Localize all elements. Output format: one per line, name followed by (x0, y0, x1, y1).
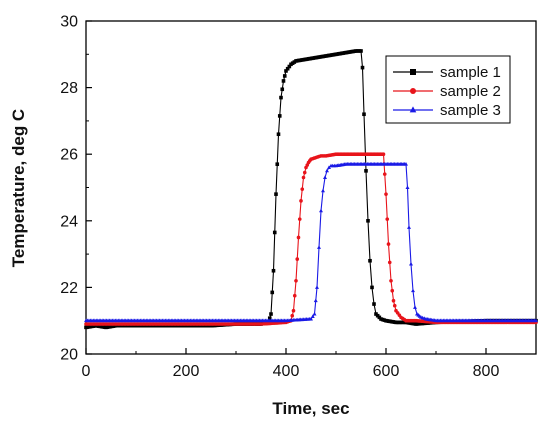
legend: sample 1 sample 2 sample 3 (385, 55, 511, 124)
y-tick-label: 30 (60, 14, 78, 31)
y-tick-label: 24 (60, 213, 78, 230)
y-tick-label: 22 (60, 280, 78, 297)
data-point (387, 260, 392, 265)
data-point (291, 308, 296, 313)
data-point (300, 187, 305, 191)
data-point (287, 64, 292, 69)
data-point (405, 185, 410, 189)
data-point (370, 285, 374, 290)
data-point (382, 172, 387, 176)
data-point (290, 313, 295, 318)
data-point (275, 162, 280, 166)
legend-label: sample 2 (440, 83, 501, 100)
data-point (271, 268, 276, 273)
series-3 (84, 162, 538, 323)
x-tick-label: 0 (82, 363, 91, 380)
legend-marker (410, 88, 416, 94)
data-point (312, 311, 317, 316)
data-point (269, 312, 273, 316)
data-point (359, 49, 363, 53)
x-tick-label: 800 (473, 363, 500, 380)
data-point (362, 112, 366, 117)
data-point (315, 285, 319, 289)
data-point (391, 298, 396, 303)
data-point (274, 192, 278, 196)
data-point (295, 257, 300, 261)
data-point (309, 316, 313, 321)
legend-marker (409, 106, 417, 113)
data-point (281, 79, 286, 83)
legend-box (385, 55, 511, 124)
data-point (270, 290, 275, 295)
series-layer (84, 49, 538, 330)
data-point (372, 302, 376, 306)
data-point (267, 316, 272, 321)
data-point (301, 175, 306, 180)
data-point (277, 114, 282, 118)
series-2 (84, 152, 538, 326)
data-point (413, 305, 417, 309)
data-point (385, 217, 390, 221)
data-point (317, 245, 321, 249)
data-point (302, 170, 307, 175)
data-point (321, 188, 325, 193)
x-tick-label: 200 (173, 363, 200, 380)
data-point (390, 288, 395, 293)
data-point (285, 66, 290, 71)
data-point (294, 278, 298, 283)
y-tick-label: 28 (60, 80, 78, 97)
data-point (319, 208, 323, 213)
data-point (296, 235, 301, 240)
data-point (366, 219, 370, 223)
data-point (411, 288, 415, 293)
legend-marker (410, 69, 416, 75)
legend-label: sample 1 (440, 64, 501, 81)
y-tick-label: 20 (60, 347, 78, 364)
series-2-line (86, 153, 536, 325)
data-point (409, 261, 413, 266)
y-tick-label: 26 (60, 147, 78, 164)
x-tick-label: 600 (373, 363, 400, 380)
data-point (282, 74, 287, 78)
data-point (272, 230, 277, 235)
data-point (279, 95, 283, 100)
data-point (407, 225, 411, 229)
data-point (325, 168, 329, 173)
data-point (327, 165, 331, 169)
data-point (299, 199, 303, 203)
legend-label: sample 3 (440, 102, 501, 119)
x-axis-title: Time, sec (272, 399, 349, 418)
data-point (276, 132, 281, 137)
data-point (360, 65, 365, 70)
data-point (323, 175, 327, 179)
data-point (392, 303, 397, 308)
data-point (292, 293, 297, 298)
data-point (313, 298, 318, 303)
data-point (534, 318, 538, 323)
series-3-line (86, 163, 536, 322)
data-point (381, 152, 386, 156)
data-point (368, 258, 372, 263)
axis-ticks: 0 200 400 600 800 20 22 24 26 28 30 (60, 14, 499, 381)
data-point (384, 192, 388, 196)
series-2-markers (84, 152, 538, 326)
data-point (280, 87, 285, 92)
data-point (297, 217, 302, 221)
data-point (310, 314, 315, 318)
y-axis-title: Temperature, deg C (9, 109, 28, 267)
data-point (386, 242, 391, 246)
series-3-markers (84, 162, 538, 323)
data-point (284, 69, 288, 73)
data-point (389, 278, 393, 283)
x-tick-label: 400 (273, 363, 300, 380)
data-point (364, 169, 368, 173)
data-point (404, 162, 408, 166)
